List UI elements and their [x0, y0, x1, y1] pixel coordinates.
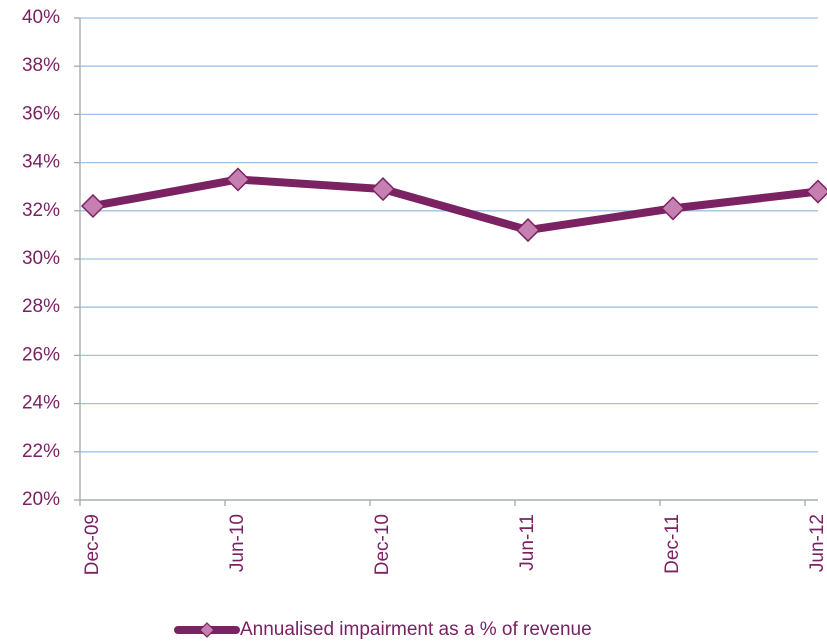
marker	[370, 177, 396, 202]
y-tick-label: 36%	[22, 103, 60, 124]
x-tick-label: Jun-12	[807, 514, 827, 572]
y-tick-label: 32%	[22, 200, 60, 221]
y-tick-label: 20%	[22, 489, 60, 510]
marker	[515, 218, 541, 243]
series-line	[92, 175, 819, 235]
marker	[80, 193, 106, 219]
x-tick-label: Jun-10	[227, 514, 248, 572]
x-tick-label: Dec-10	[372, 514, 393, 575]
y-tick-label: 30%	[22, 248, 60, 269]
x-tick-label: Jun-11	[517, 514, 538, 571]
marker	[660, 196, 686, 221]
x-tick-label: Dec-09	[82, 514, 103, 575]
y-tick-label: 24%	[22, 393, 60, 414]
legend-label: Annualised impairment as a % of revenue	[240, 619, 592, 640]
y-tick-label: 40%	[22, 7, 60, 28]
y-tick-label: 26%	[22, 344, 60, 365]
x-tick-label: Dec-11	[662, 514, 683, 574]
y-tick-label: 38%	[22, 55, 60, 76]
marker	[225, 167, 251, 192]
legend-marker	[199, 622, 215, 638]
y-tick-label: 34%	[22, 152, 60, 173]
marker	[805, 179, 827, 204]
y-tick-label: 22%	[22, 441, 60, 462]
y-tick-label: 28%	[22, 296, 60, 317]
